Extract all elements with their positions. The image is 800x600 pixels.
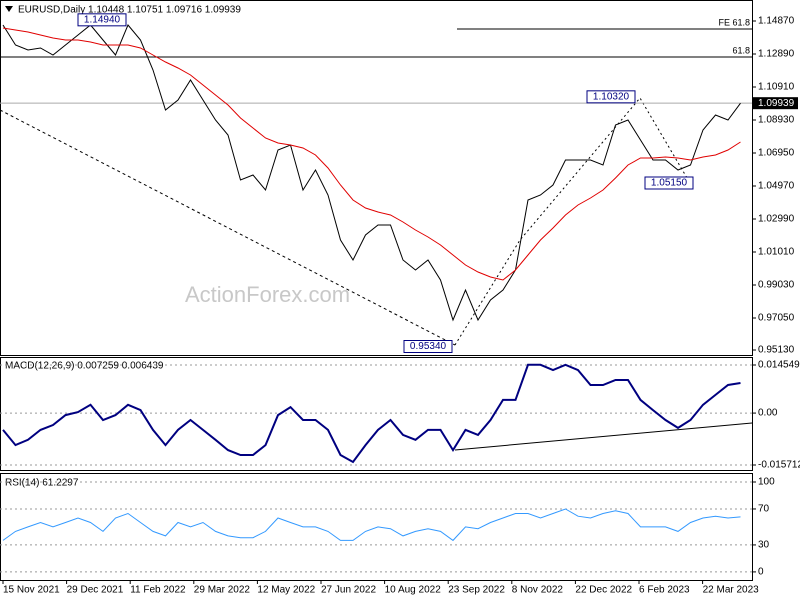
price-callout-label: 1.10320	[593, 91, 630, 102]
y-tick-label: 0.00	[758, 408, 778, 419]
watermark: ActionForex.com	[185, 282, 350, 307]
trend-line	[0, 109, 456, 346]
x-tick-label: 12 May 2022	[257, 585, 315, 596]
x-tick-label: 22 Dec 2022	[575, 585, 632, 596]
price-callout	[586, 90, 636, 104]
x-tick-label: 23 Sep 2022	[448, 585, 505, 596]
y-tick-label: 0.97050	[758, 313, 795, 324]
chart-title: EURUSD,Daily 1.10448 1.10751 1.09716 1.0…	[18, 5, 241, 16]
y-tick-label: 1.01010	[758, 247, 795, 258]
series-line	[2, 24, 741, 322]
y-tick-label: 1.08930	[758, 115, 795, 126]
y-tick-label: 70	[758, 504, 770, 515]
x-tick-label: 8 Nov 2022	[512, 585, 564, 596]
title-icon	[5, 6, 13, 12]
x-tick-label: 10 Aug 2022	[385, 585, 442, 596]
x-tick-label: 29 Mar 2022	[194, 585, 251, 596]
y-tick-label: 1.04970	[758, 181, 795, 192]
price-callout-label: 1.14940	[84, 14, 121, 25]
y-tick-label: 1.12890	[758, 49, 795, 60]
x-tick-label: 27 Jun 2022	[321, 585, 376, 596]
series-line	[2, 27, 741, 281]
x-tick-label: 22 Mar 2023	[703, 585, 760, 596]
wave-line	[454, 97, 691, 346]
y-tick-label: 1.06950	[758, 148, 795, 159]
macd-panel	[0, 357, 753, 471]
current-price-box	[752, 97, 798, 110]
price-callout-label: 0.95340	[410, 341, 447, 352]
level-label: FE 61.8	[718, 17, 750, 27]
current-price-label: 1.09939	[758, 98, 795, 109]
y-tick-label: -0.015712	[758, 460, 800, 471]
rsi-panel	[0, 473, 753, 581]
series-line	[2, 363, 741, 464]
y-tick-label: 0.99030	[758, 280, 795, 291]
x-tick-label: 11 Feb 2022	[130, 585, 186, 596]
macd-trend-line	[454, 422, 753, 451]
y-tick-label: 1.14870	[758, 16, 795, 27]
x-tick-label: 29 Dec 2021	[67, 585, 124, 596]
price-callout	[403, 340, 453, 353]
price-callout	[77, 13, 127, 27]
price-panel	[0, 0, 753, 356]
price-callout-label: 1.05150	[651, 178, 688, 189]
y-tick-label: 1.02990	[758, 214, 795, 225]
y-tick-label: 30	[758, 540, 770, 551]
y-tick-label: 0.014549	[758, 360, 800, 371]
level-label: 61.8	[732, 45, 750, 55]
x-tick-label: 15 Nov 2021	[3, 585, 60, 596]
y-tick-label: 0.95130	[758, 345, 795, 356]
y-tick-label: 0	[758, 567, 764, 578]
price-callout	[644, 176, 694, 190]
rsi-title: RSI(14) 61.2297	[5, 478, 79, 489]
y-tick-label: 100	[758, 477, 775, 488]
series-line	[2, 508, 741, 542]
x-tick-label: 6 Feb 2023	[639, 585, 690, 596]
y-tick-label: 1.10910	[758, 82, 795, 93]
macd-title: MACD(12,26,9) 0.007259 0.006439	[5, 361, 164, 372]
